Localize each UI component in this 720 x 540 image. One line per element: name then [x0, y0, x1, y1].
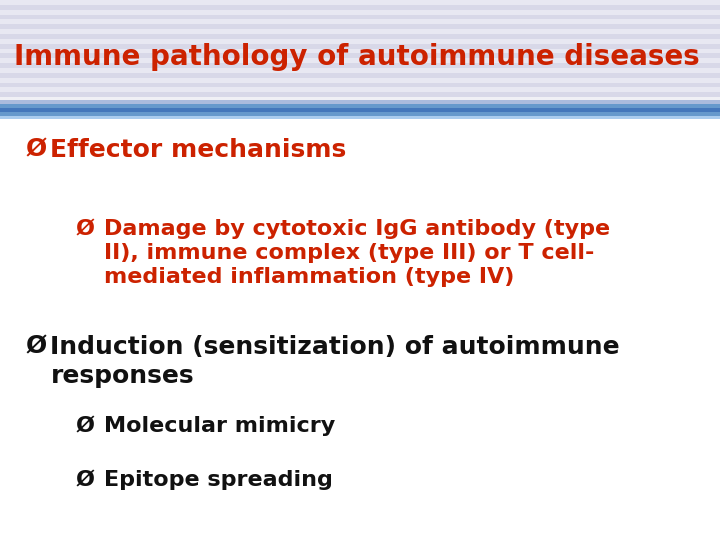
Bar — [0, 5, 720, 10]
Bar — [0, 44, 720, 49]
Text: Induction (sensitization) of autoimmune
responses: Induction (sensitization) of autoimmune … — [50, 335, 620, 388]
Text: Immune pathology of autoimmune diseases: Immune pathology of autoimmune diseases — [14, 43, 700, 71]
Bar — [0, 116, 720, 119]
Bar — [0, 68, 720, 73]
Bar — [0, 24, 720, 29]
Bar — [0, 0, 720, 5]
Bar — [0, 39, 720, 44]
Text: Molecular mimicry: Molecular mimicry — [104, 416, 336, 436]
Bar — [0, 19, 720, 24]
Bar — [0, 10, 720, 15]
Bar — [0, 15, 720, 19]
Bar — [0, 49, 720, 53]
Bar — [0, 112, 720, 116]
Text: Ø: Ø — [76, 416, 94, 436]
Bar — [0, 53, 720, 58]
Bar — [0, 73, 720, 78]
Bar — [0, 83, 720, 87]
Text: Ø: Ø — [76, 470, 94, 490]
Text: Ø: Ø — [25, 335, 47, 359]
Bar — [0, 104, 720, 108]
Bar — [0, 78, 720, 83]
Bar — [0, 92, 720, 97]
Bar — [0, 100, 720, 104]
Bar — [0, 63, 720, 68]
Text: Ø: Ø — [25, 138, 47, 161]
Text: Epitope spreading: Epitope spreading — [104, 470, 333, 490]
Text: Effector mechanisms: Effector mechanisms — [50, 138, 346, 161]
Bar — [0, 108, 720, 112]
Bar — [0, 119, 720, 540]
Bar — [0, 29, 720, 34]
Bar — [0, 34, 720, 39]
Text: Damage by cytotoxic IgG antibody (type
II), immune complex (type III) or T cell-: Damage by cytotoxic IgG antibody (type I… — [104, 219, 611, 287]
Bar — [0, 58, 720, 63]
Bar — [0, 87, 720, 92]
Text: Ø: Ø — [76, 219, 94, 239]
